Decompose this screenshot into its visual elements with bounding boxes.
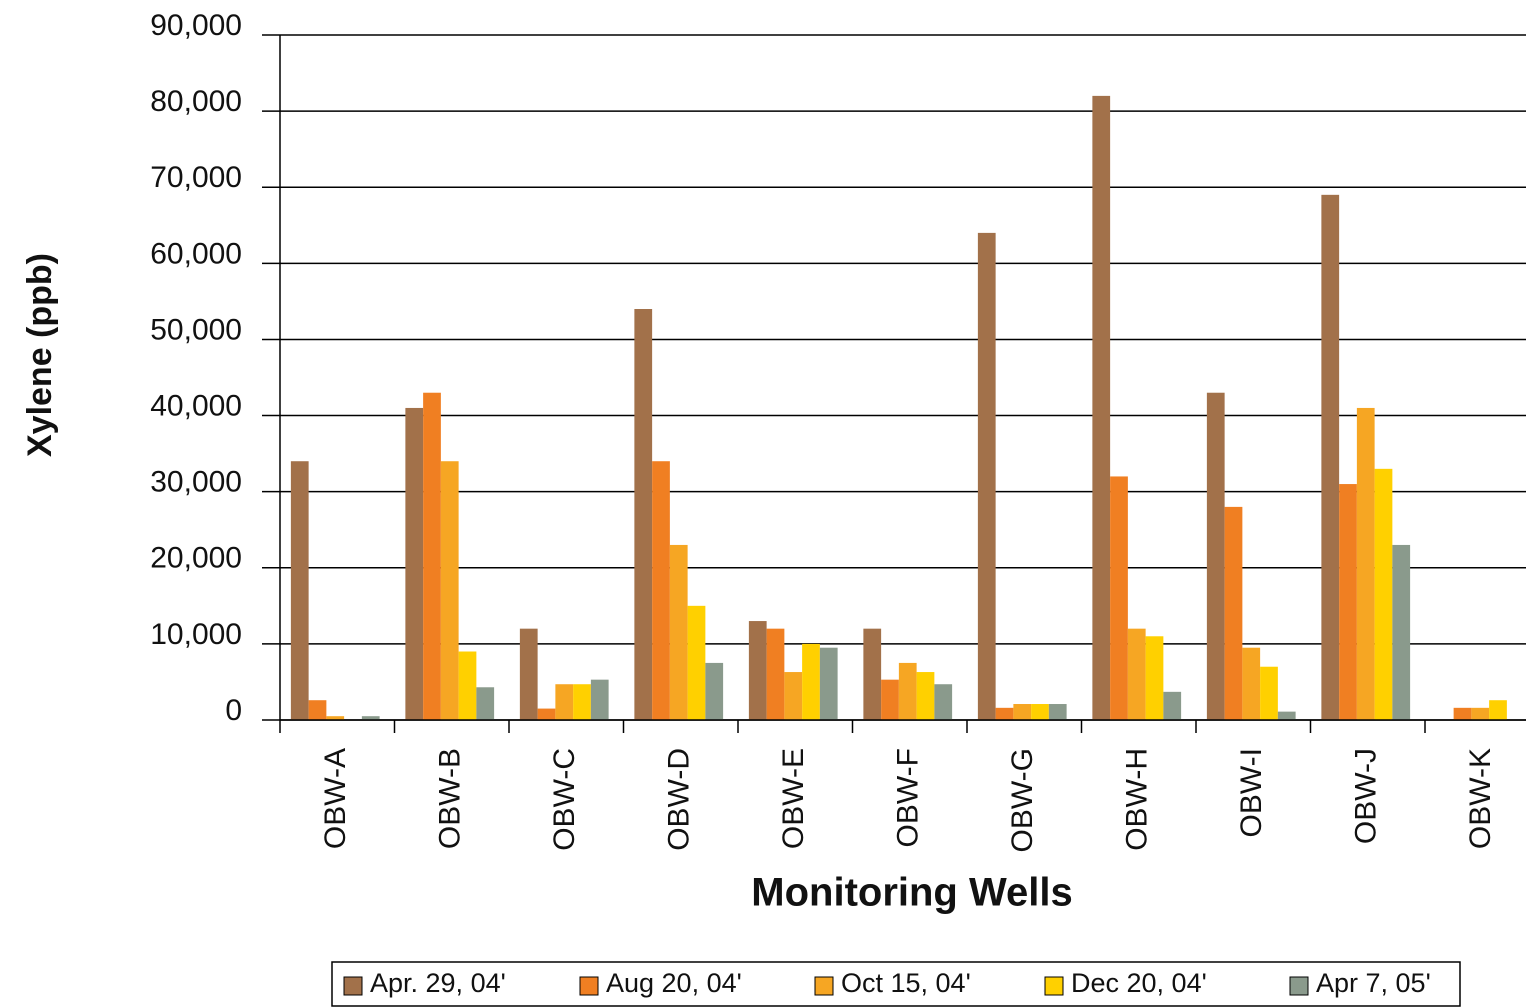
bar [766,628,785,720]
bar [802,643,820,720]
bar [1489,700,1507,720]
y-tick-label: 50,000 [150,313,242,346]
bar [1206,392,1225,720]
legend-swatch [579,976,599,996]
bar [1260,666,1278,720]
bar [705,662,724,720]
bar [916,672,935,720]
legend-label: Oct 15, 04' [841,968,971,998]
x-tick-label: OBW-G [1006,748,1039,852]
bar [308,700,327,720]
x-tick-label: OBW-E [777,748,810,849]
legend-label: Apr 7, 05' [1316,968,1431,998]
x-tick-label: OBW-J [1350,748,1383,844]
x-tick-label: OBW-H [1121,748,1154,851]
x-tick-label: OBW-K [1464,748,1497,849]
bar [1013,704,1032,720]
bar [1145,636,1164,720]
legend-swatch [1289,976,1309,996]
bar [1127,628,1146,720]
x-tick-label: OBW-D [663,748,696,851]
bar [405,407,424,720]
bar [977,232,996,720]
x-tick-label: OBW-B [434,748,467,849]
bar [1163,691,1182,720]
legend-swatch [343,976,363,996]
y-tick-label: 90,000 [150,9,242,42]
x-axis-label: Monitoring Wells [751,871,1072,915]
bar [863,628,882,720]
legend-swatch [814,976,834,996]
bar [898,662,917,720]
bar [519,628,538,720]
y-tick-label: 60,000 [150,237,242,270]
bar [634,309,653,720]
y-tick-label: 10,000 [150,618,242,651]
bar [1392,544,1411,720]
bar [1242,647,1261,720]
legend-label: Dec 20, 04' [1071,968,1207,998]
bar [573,684,591,720]
bar [1031,704,1049,720]
bar [748,621,767,720]
bar [1356,407,1375,720]
bar [458,651,477,720]
bar [590,679,609,720]
bar [290,461,309,720]
legend-label: Aug 20, 04' [606,968,742,998]
bar [1048,704,1067,720]
x-tick-label: OBW-A [319,748,352,849]
y-tick-label: 20,000 [150,542,242,575]
bar [995,707,1014,720]
bar [1471,707,1490,720]
bar [440,461,459,720]
bar [1224,506,1243,720]
bar [326,716,345,720]
bar [1374,468,1393,720]
bar [423,392,441,720]
y-tick-label: 80,000 [150,85,242,118]
bar [1339,484,1357,720]
x-tick-label: OBW-F [892,748,925,847]
y-tick-label: 40,000 [150,389,242,422]
bar [819,647,838,720]
bar [361,716,380,720]
bar [476,687,495,720]
y-axis-label: Xylene (ppb) [21,253,59,457]
bar [881,679,899,720]
bar [784,672,803,720]
bar [555,684,574,720]
x-tick-label: OBW-I [1235,748,1268,837]
legend-box [331,961,1461,1007]
bar [1092,95,1111,720]
bar [687,605,706,720]
bar [1321,194,1340,721]
bar [537,708,556,720]
legend-label: Apr. 29, 04' [370,968,506,998]
x-tick-label: OBW-C [548,748,581,851]
bar [669,544,688,720]
bar [1453,707,1472,720]
bar [934,684,953,720]
legend-swatch [1044,976,1064,996]
bar [1110,476,1128,720]
y-tick-label: 0 [225,694,242,727]
bar [652,461,670,720]
y-tick-label: 70,000 [150,161,242,194]
bar [1277,711,1296,720]
y-tick-label: 30,000 [150,466,242,499]
